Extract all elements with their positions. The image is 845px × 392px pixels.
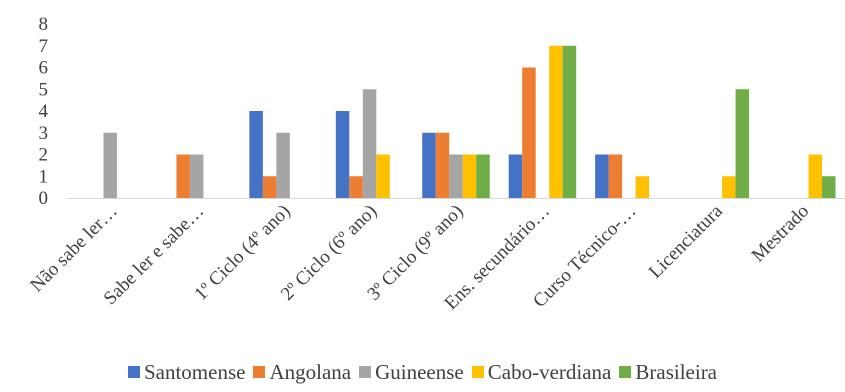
x-category-label: Licenciatura — [645, 200, 727, 282]
legend-swatch — [471, 366, 484, 378]
bar — [249, 111, 263, 198]
bar — [735, 89, 750, 198]
bar — [435, 132, 450, 198]
legend-item: Angolana — [253, 360, 351, 385]
bar — [635, 176, 650, 198]
legend-item: Cabo-verdiana — [471, 359, 612, 385]
y-tick-label: 1 — [39, 166, 49, 187]
category-labels: Não sabe ler…Sabe ler e sabe…1º Ciclo (4… — [26, 200, 813, 314]
bar — [335, 111, 350, 198]
legend-swatch — [253, 366, 266, 378]
bar — [449, 154, 463, 198]
legend-item: Brasileira — [619, 360, 717, 385]
bar — [608, 154, 623, 198]
bar — [103, 132, 117, 198]
bar — [362, 89, 377, 198]
legend-label: Cabo-verdiana — [487, 359, 612, 384]
bar — [176, 154, 190, 198]
bar — [722, 176, 736, 198]
bar — [522, 67, 536, 198]
legend-item: Santomense — [127, 359, 246, 385]
x-category-label: Não sabe ler… — [26, 201, 121, 296]
legend-label: Guineense — [375, 359, 464, 384]
bar — [189, 154, 204, 198]
bar — [595, 154, 609, 198]
y-tick-label: 4 — [39, 101, 49, 122]
y-tick-label: 3 — [39, 123, 49, 144]
bar — [349, 176, 363, 198]
legend-item: Guineense — [359, 360, 464, 385]
y-tick-label: 2 — [39, 145, 49, 166]
legend-swatch — [127, 366, 140, 378]
bar — [549, 45, 563, 198]
bar — [262, 176, 277, 198]
bar — [808, 154, 823, 198]
bar — [562, 45, 577, 198]
legend-swatch — [619, 366, 632, 378]
legend-label: Brasileira — [635, 359, 718, 384]
bar — [462, 154, 477, 198]
bar — [276, 132, 290, 198]
legend: Santomense Angolana Guineense Cabo-verdiana… — [0, 359, 845, 385]
y-tick-label: 6 — [39, 58, 49, 79]
bar — [508, 154, 523, 198]
y-tick-label: 7 — [39, 36, 49, 57]
y-tick-label: 5 — [39, 79, 49, 100]
bar — [822, 176, 836, 198]
y-tick-label: 8 — [39, 14, 49, 35]
bar — [376, 154, 390, 198]
bar — [476, 154, 490, 198]
y-tick-label: 0 — [39, 188, 49, 209]
legend-swatch — [359, 366, 372, 378]
x-category-label: Mestrado — [748, 201, 814, 267]
legend-label: Angolana — [269, 359, 352, 384]
bars — [103, 45, 836, 198]
legend-label: Santomense — [143, 359, 246, 384]
bar — [422, 132, 436, 198]
